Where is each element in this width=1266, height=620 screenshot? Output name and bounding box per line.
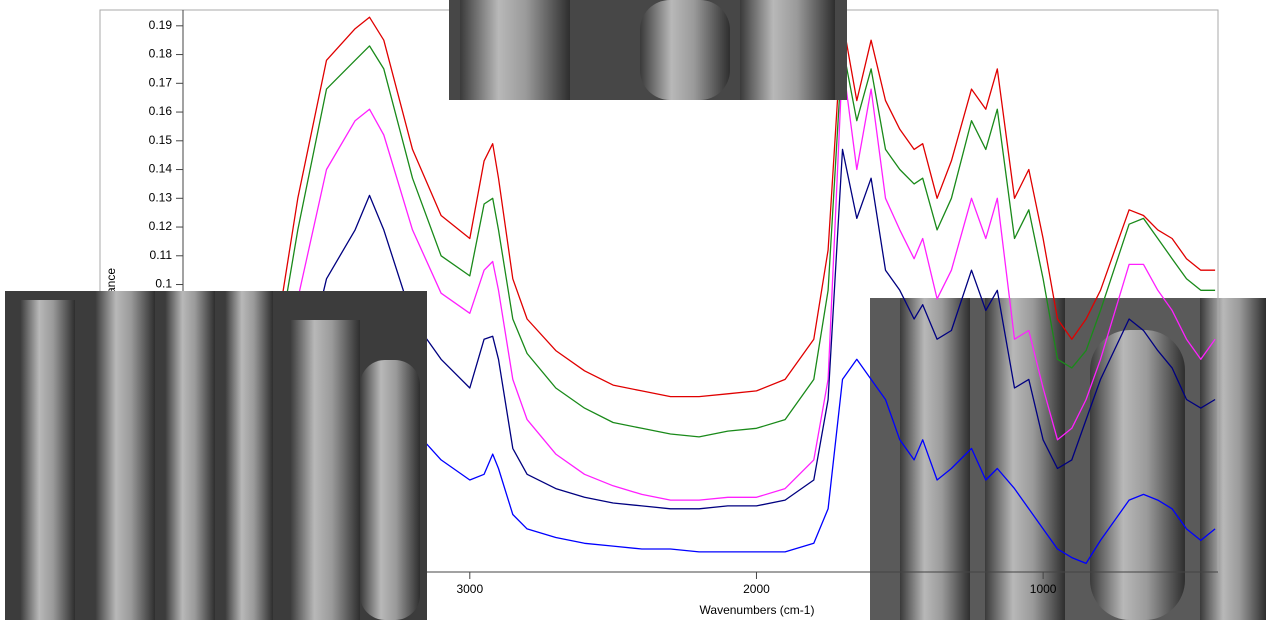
- spectrum-line: [239, 148, 1216, 558]
- x-axis-label: Wavenumbers (cm-1): [700, 603, 815, 617]
- spectrum-line: [240, 298, 1216, 570]
- spectrum-line: [239, 45, 1216, 501]
- y-tick-label: 0.11: [150, 248, 173, 262]
- y-tick-label: 0.15: [149, 133, 173, 147]
- y-tick-label: 0.16: [149, 104, 173, 118]
- sem-photo-top: [449, 0, 847, 100]
- y-tick-label: 0.14: [149, 162, 173, 176]
- spectrum-line: [239, 16, 1216, 481]
- y-tick-label: 0.18: [149, 47, 173, 61]
- y-tick-label: 0.13: [149, 190, 173, 204]
- x-tick-label: 2000: [743, 582, 770, 596]
- y-tick-label: 0.17: [149, 75, 173, 89]
- x-tick-label: 1000: [1030, 582, 1057, 596]
- x-tick-label: 3000: [456, 582, 483, 596]
- spectrum-line: [239, 59, 1216, 530]
- sem-photo-left: [5, 291, 427, 620]
- y-tick-label: 0.19: [149, 18, 173, 32]
- sem-photo-right: [870, 298, 1266, 620]
- y-tick-label: 0.12: [149, 219, 173, 233]
- overlays: [5, 0, 847, 620]
- y-tick-label: 0.1: [155, 277, 172, 291]
